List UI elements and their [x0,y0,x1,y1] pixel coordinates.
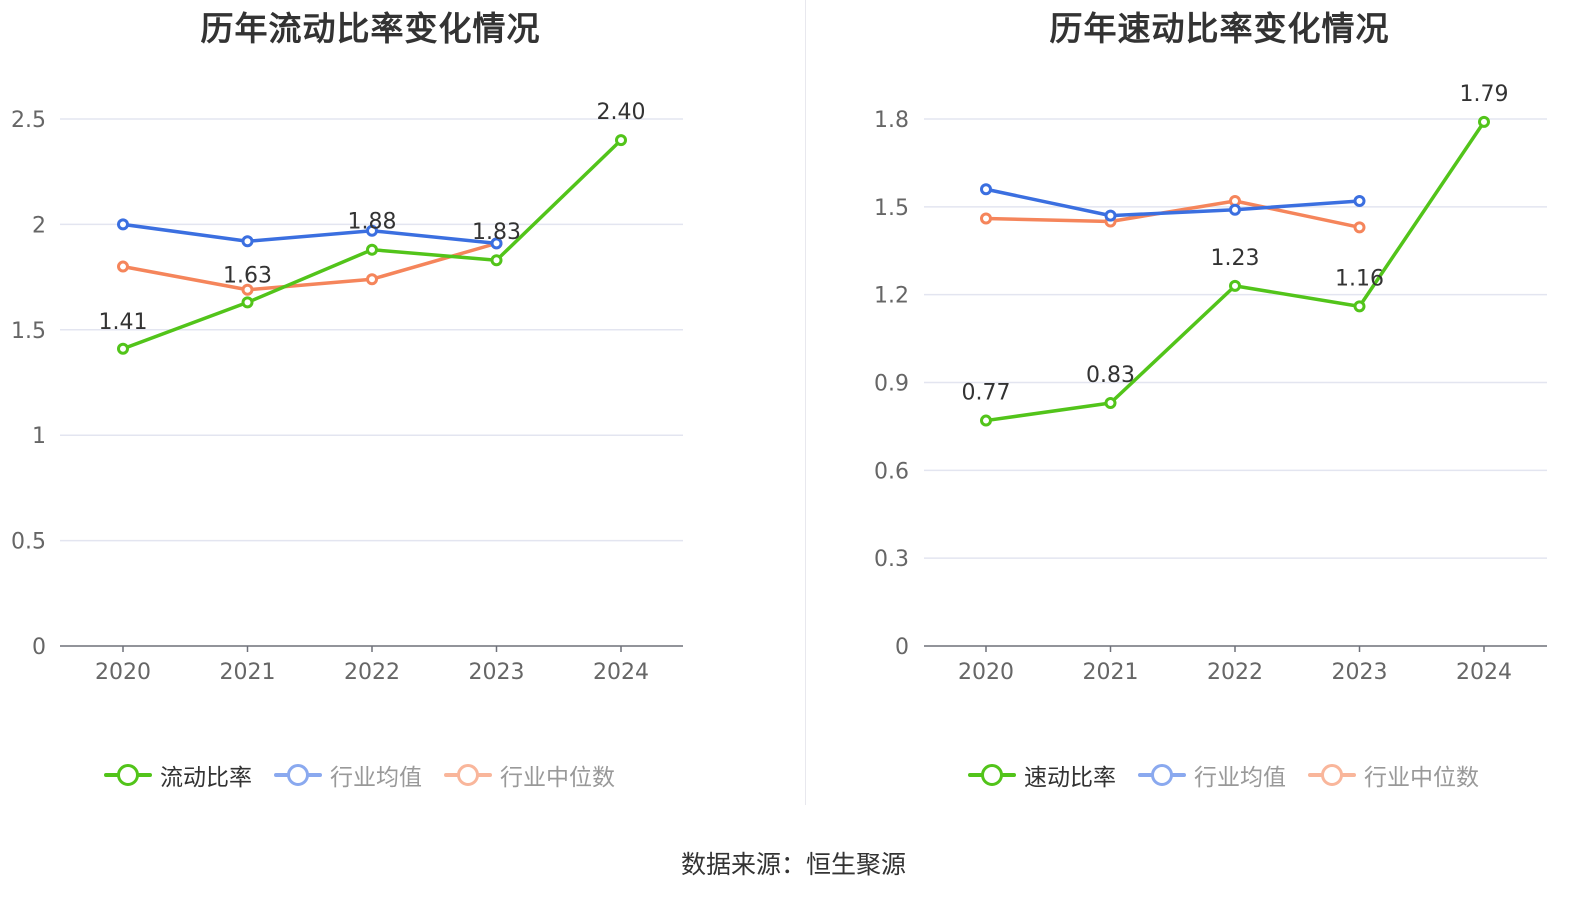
chart-legend: 速动比率 行业均值 行业中位数 [968,755,1479,795]
x-tick-label: 2024 [593,660,649,685]
y-tick-label: 1.8 [874,108,909,133]
legend-label: 流动比率 [160,765,252,791]
chart-title: 历年流动比率变化情况 [200,9,541,48]
quick-ratio-plot: 0 0.3 0.6 0.9 1.2 1.5 1.8 2020 2021 2022 2023 2024 0… [874,82,1547,685]
legend-line-symbol-icon [274,762,322,788]
data-point[interactable] [1353,300,1366,313]
data-point[interactable] [980,183,992,196]
data-point[interactable] [1104,209,1117,222]
data-label: 0.77 [962,381,1011,406]
data-label: 1.63 [223,263,272,288]
data-point[interactable] [117,218,129,231]
data-point[interactable] [241,296,254,309]
y-tick-label: 0.5 [11,530,46,555]
data-point[interactable] [615,134,627,147]
data-point[interactable] [490,237,503,250]
y-tick-label: 1.5 [11,319,46,344]
legend-label: 行业中位数 [500,765,615,791]
data-point[interactable] [1229,203,1241,216]
legend-line-symbol-icon [968,762,1016,788]
x-tick-label: 2020 [958,660,1014,685]
x-tick-label: 2023 [469,660,525,685]
series-line [121,241,499,292]
y-tick-label: 0 [32,635,46,660]
data-label: 0.83 [1086,363,1135,388]
data-point[interactable] [980,414,992,427]
data-label: 1.41 [99,310,148,335]
chart-title: 历年速动比率变化情况 [1049,9,1390,48]
chart-legend: 流动比率 行业均值 行业中位数 [104,755,615,795]
data-label: 1.16 [1335,266,1384,291]
x-tick-label: 2024 [1456,660,1512,685]
x-tick-label: 2021 [1083,660,1139,685]
legend-item-industry-mean[interactable]: 行业均值 [274,758,422,792]
y-tick-label: 1.2 [874,284,909,309]
data-point[interactable] [241,283,254,296]
y-tick-label: 0.3 [874,547,909,572]
data-label: 1.23 [1211,246,1260,271]
data-point[interactable] [117,342,129,355]
data-point[interactable] [366,273,378,286]
data-point[interactable] [117,260,129,273]
data-point[interactable] [366,243,378,256]
x-tick-label: 2023 [1332,660,1388,685]
legend-line-symbol-icon [1138,762,1186,788]
y-tick-label: 0 [895,635,909,660]
data-point[interactable] [490,254,503,267]
x-tick-label: 2022 [344,660,400,685]
legend-label: 行业均值 [1194,765,1286,791]
panel-divider [805,0,806,805]
x-tick-label: 2020 [95,660,151,685]
data-point[interactable] [241,235,254,248]
x-tick-label: 2022 [1207,660,1263,685]
y-tick-label: 0.9 [874,372,909,397]
legend-item-industry-median[interactable]: 行业中位数 [444,758,615,792]
series-line [121,222,499,246]
legend-label: 速动比率 [1024,765,1116,791]
data-source-note: 数据来源：恒生聚源 [680,850,906,879]
data-point[interactable] [1353,194,1366,207]
data-point[interactable] [1104,396,1117,409]
y-tick-label: 1 [32,424,46,449]
series-line [984,120,1486,423]
legend-label: 行业中位数 [1364,765,1479,791]
data-label: 1.88 [348,210,397,235]
legend-line-symbol-icon [1308,762,1356,788]
data-point[interactable] [1353,221,1366,234]
legend-item-quick-ratio[interactable]: 速动比率 [968,758,1116,792]
current-ratio-plot: 0 0.5 1 1.5 2 2.5 2020 2021 2022 2023 2024 1.41 1.63… [11,100,683,685]
data-point[interactable] [1229,279,1241,292]
legend-item-industry-median[interactable]: 行业中位数 [1308,758,1479,792]
data-point[interactable] [980,212,992,225]
quick-ratio-chart: 历年速动比率变化情况 0 0.3 0.6 0.9 1.2 1.5 1.8 2020 2021 20… [806,0,1587,815]
data-label: 1.79 [1460,82,1509,107]
series-line [984,187,1362,218]
legend-line-symbol-icon [104,762,152,788]
legend-label: 行业均值 [330,765,422,791]
y-tick-label: 1.5 [874,196,909,221]
data-point[interactable] [366,224,378,237]
y-tick-label: 2 [32,213,46,238]
legend-item-industry-mean[interactable]: 行业均值 [1138,758,1286,792]
data-point[interactable] [1478,115,1490,128]
y-tick-label: 0.6 [874,459,909,484]
y-tick-label: 2.5 [11,108,46,133]
data-label: 2.40 [597,100,646,125]
legend-line-symbol-icon [444,762,492,788]
current-ratio-chart: 历年流动比率变化情况 0 0.5 1 1.5 2 2.5 2020 2021 2022 2023 2… [0,0,805,815]
x-tick-label: 2021 [220,660,276,685]
data-label: 1.83 [472,220,521,245]
legend-item-current-ratio[interactable]: 流动比率 [104,758,252,792]
